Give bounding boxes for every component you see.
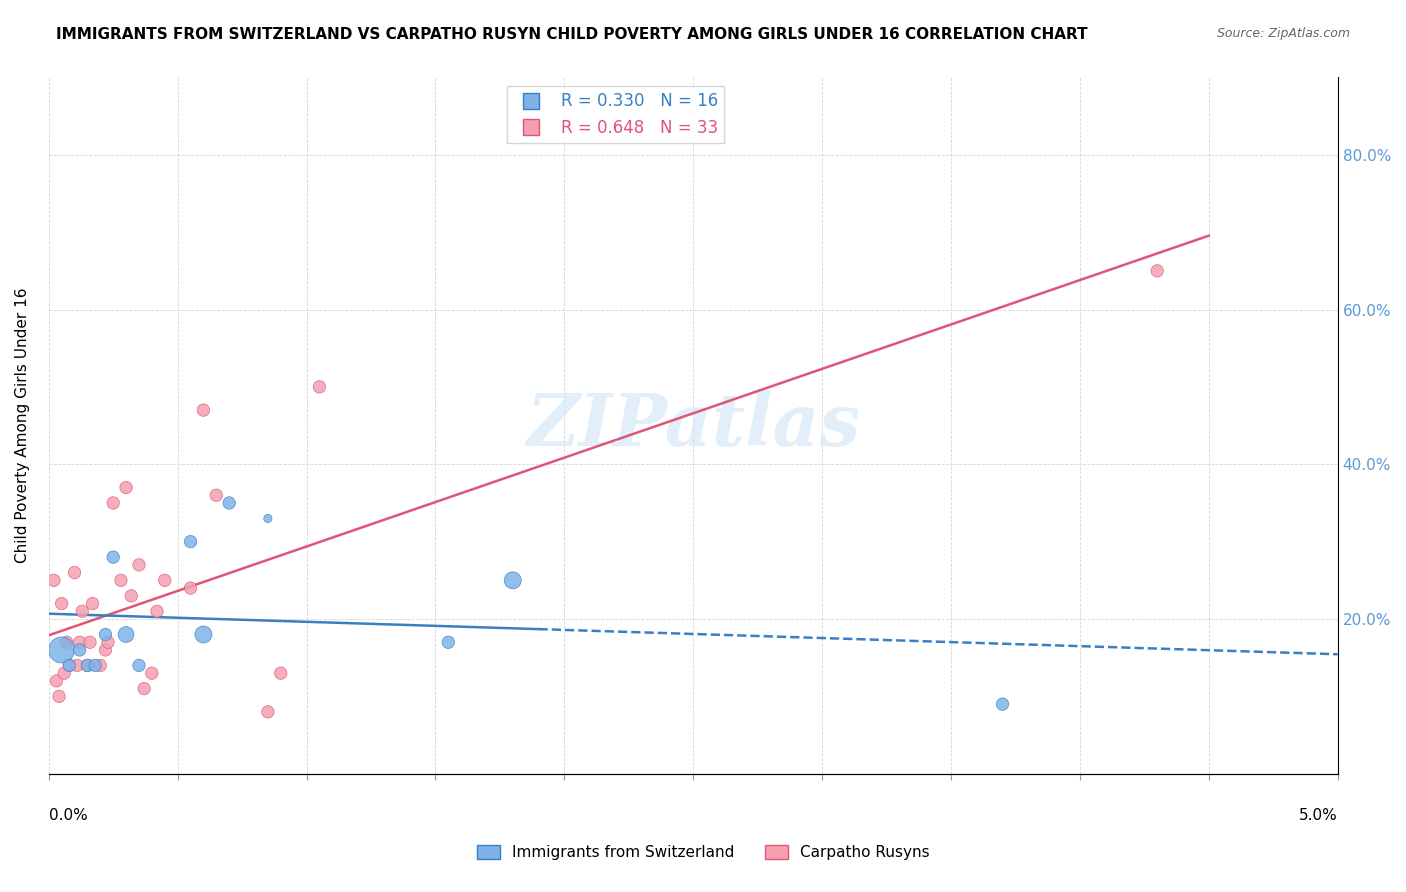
Point	[51, 597, 73, 611]
Point	[45, 673, 67, 688]
Point	[115, 627, 138, 641]
Point	[76, 658, 98, 673]
Point	[502, 574, 524, 588]
Point	[134, 681, 156, 696]
Point	[89, 658, 111, 673]
Text: Source: ZipAtlas.com: Source: ZipAtlas.com	[1216, 27, 1350, 40]
Point	[205, 488, 228, 502]
Point	[58, 658, 80, 673]
Point	[63, 566, 86, 580]
Point	[94, 643, 117, 657]
Point	[120, 589, 142, 603]
Point	[48, 690, 70, 704]
Legend: Immigrants from Switzerland, Carpatho Rusyns: Immigrants from Switzerland, Carpatho Ru…	[471, 839, 935, 866]
Legend: R = 0.330   N = 16, R = 0.648   N = 33: R = 0.330 N = 16, R = 0.648 N = 33	[508, 86, 724, 144]
Point	[66, 658, 89, 673]
Point	[84, 658, 107, 673]
Point	[110, 574, 132, 588]
Point	[193, 403, 215, 417]
Point	[103, 496, 125, 510]
Point	[180, 581, 202, 595]
Point	[94, 627, 117, 641]
Y-axis label: Child Poverty Among Girls Under 16: Child Poverty Among Girls Under 16	[15, 288, 30, 564]
Point	[1146, 264, 1168, 278]
Point	[128, 558, 150, 572]
Point	[115, 481, 138, 495]
Point	[53, 666, 76, 681]
Point	[141, 666, 163, 681]
Text: IMMIGRANTS FROM SWITZERLAND VS CARPATHO RUSYN CHILD POVERTY AMONG GIRLS UNDER 16: IMMIGRANTS FROM SWITZERLAND VS CARPATHO …	[56, 27, 1088, 42]
Point	[72, 604, 94, 618]
Point	[193, 627, 215, 641]
Point	[257, 705, 280, 719]
Point	[180, 534, 202, 549]
Point	[76, 658, 98, 673]
Text: 0.0%: 0.0%	[49, 808, 87, 823]
Point	[79, 635, 101, 649]
Point	[270, 666, 292, 681]
Point	[69, 643, 91, 657]
Point	[82, 597, 104, 611]
Point	[69, 635, 91, 649]
Text: 5.0%: 5.0%	[1299, 808, 1337, 823]
Point	[437, 635, 460, 649]
Point	[97, 635, 120, 649]
Point	[308, 380, 330, 394]
Point	[42, 574, 65, 588]
Point	[103, 550, 125, 565]
Point	[146, 604, 169, 618]
Point	[153, 574, 176, 588]
Point	[51, 643, 73, 657]
Point	[257, 511, 280, 525]
Point	[128, 658, 150, 673]
Point	[56, 635, 79, 649]
Point	[991, 697, 1014, 711]
Point	[218, 496, 240, 510]
Text: ZIPatlas: ZIPatlas	[526, 390, 860, 461]
Point	[58, 658, 80, 673]
